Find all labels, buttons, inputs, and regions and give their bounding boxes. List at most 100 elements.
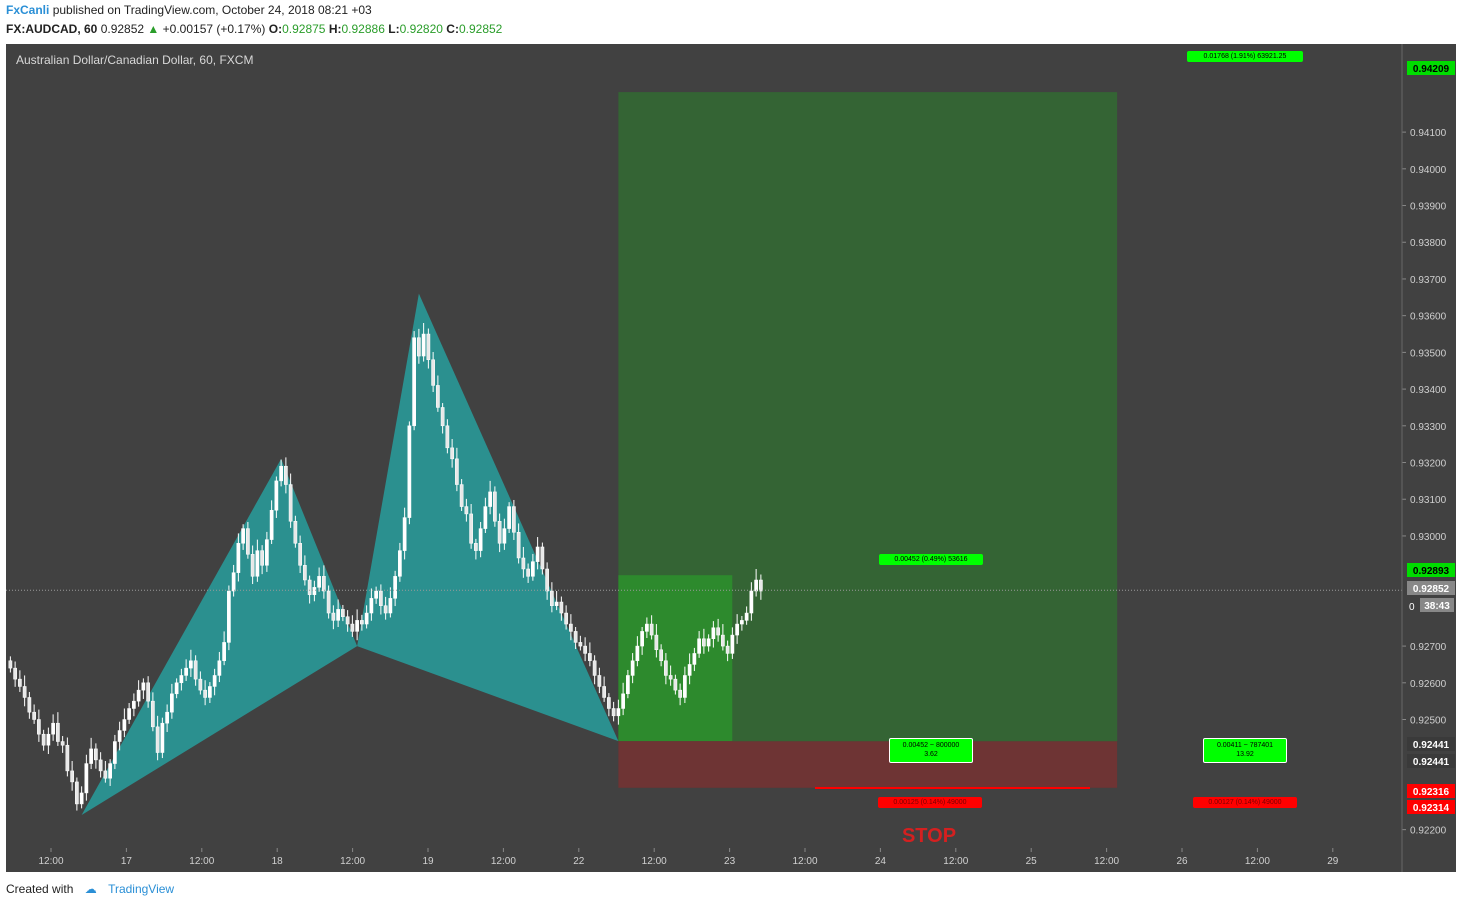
candle-body (540, 546, 545, 570)
candle-body (749, 590, 754, 614)
price-tag (1420, 598, 1454, 612)
candle-body (402, 517, 407, 551)
target-zone-1 (618, 575, 733, 742)
candle-body (412, 337, 416, 427)
candle-body (51, 722, 55, 735)
x-tick-label: 23 (724, 856, 736, 867)
last-price: 0.92852 (100, 22, 145, 36)
candle-body (374, 590, 378, 599)
risk-reward-2-label: 0.00411 ~ 787401 13.92 (1203, 738, 1287, 763)
candle-body (241, 528, 245, 544)
publisher-name[interactable]: FxCanli (6, 3, 50, 17)
x-tick-label: 12:00 (943, 856, 968, 867)
price-tag-text: 0.94209 (1413, 64, 1450, 75)
candle-body (735, 623, 739, 636)
y-tick-label: 0.93000 (1410, 532, 1447, 543)
pattern-triangle-xab (81, 458, 358, 815)
high-label: H: (328, 22, 342, 36)
candle-body (673, 678, 678, 691)
price-tag-text: 0.92852 (1413, 584, 1450, 595)
candle-body (127, 708, 131, 720)
x-tick-label: 24 (875, 856, 887, 867)
candle-body (635, 645, 640, 662)
candle-body (569, 623, 573, 632)
candle-body (75, 781, 79, 805)
candle-body (303, 565, 307, 581)
candle-body (217, 660, 222, 676)
rr-1-amount: 0.00452 ~ 800000 (902, 742, 960, 749)
y-tick-label: 0.93700 (1410, 275, 1447, 286)
target-2-label: 0.01768 (1.91%) 63921.25 (1187, 51, 1303, 62)
candle-body (559, 601, 564, 614)
tradingview-logo-icon[interactable]: ☁ (84, 882, 97, 896)
candle-body (136, 689, 141, 702)
x-tick-label: 12:00 (340, 856, 365, 867)
candle-body (417, 337, 421, 357)
tradingview-link[interactable]: TradingView (108, 882, 175, 896)
target-1-label: 0.00452 (0.49%) 53616 (879, 554, 983, 565)
price-tag-text: 0.92314 (1413, 803, 1450, 814)
open-label: O: (268, 22, 283, 36)
price-tag-text: 0.92441 (1413, 757, 1450, 768)
candle-body (730, 634, 735, 654)
price-axis[interactable] (1402, 44, 1456, 848)
x-tick-label: 12:00 (1245, 856, 1270, 867)
candle-body (331, 612, 336, 621)
candle-body (122, 719, 127, 731)
candle-body (621, 693, 625, 709)
candle-body (32, 711, 36, 720)
y-tick-label: 0.94100 (1410, 128, 1447, 139)
chart-title: Australian Dollar/Canadian Dollar, 60, F… (16, 53, 253, 67)
candle-body (440, 407, 445, 427)
candle-body (189, 660, 193, 669)
pattern-triangle-bcd (357, 293, 619, 742)
candle-body (212, 675, 217, 687)
candle-body (174, 682, 179, 695)
candle-body (725, 645, 730, 654)
symbol-label: FX:AUDCAD, 60 (6, 22, 98, 36)
candle-body (360, 620, 364, 625)
time-axis[interactable] (6, 848, 1456, 872)
stop-2-label: 0.00127 (0.14%) 49000 (1193, 797, 1297, 808)
candle-body (445, 425, 450, 449)
candle-body (170, 693, 174, 713)
candle-body (265, 539, 269, 566)
candle-body (79, 792, 84, 805)
candle-body (607, 697, 611, 709)
candle-body (84, 763, 89, 794)
candle-body (307, 579, 312, 595)
candle-body (488, 491, 492, 507)
candle-body (246, 528, 250, 555)
candle-body (554, 601, 559, 606)
y-tick-label: 0.93300 (1410, 422, 1447, 433)
candle-body (573, 631, 578, 643)
price-tag-text: 0.92441 (1413, 740, 1450, 751)
x-tick-label: 25 (1026, 856, 1038, 867)
candle-body (298, 543, 302, 566)
price-tag (1407, 563, 1455, 577)
price-tag-text: 0.92316 (1413, 787, 1450, 798)
candle-body (459, 484, 464, 507)
candle-body (184, 667, 188, 676)
symbol-ohlc-line: FX:AUDCAD, 60 0.92852 ▲ +0.00157 (+0.17%… (6, 22, 502, 36)
candle-body (108, 763, 112, 779)
y-tick-label: 0.92200 (1410, 826, 1447, 837)
candle-body (364, 612, 369, 625)
open-value: 0.92875 (282, 22, 326, 36)
candle-body (393, 576, 397, 599)
target-zone-2-lower (732, 575, 1118, 742)
candle-body (531, 561, 535, 577)
candle-body (379, 590, 383, 606)
candle-body (706, 638, 711, 647)
candle-body (203, 689, 207, 698)
candle-body (759, 579, 763, 592)
y-tick-label: 0.93800 (1410, 238, 1447, 249)
footer: Created with ☁ TradingView (6, 882, 174, 896)
y-tick-label: 0.93200 (1410, 459, 1447, 470)
candle-body (564, 612, 568, 625)
y-tick-label: 0.93600 (1410, 312, 1447, 323)
candle-body (421, 333, 426, 357)
stop-1-label: 0.00125 (0.14%) 49000 (878, 797, 982, 808)
candle-body (535, 546, 540, 562)
